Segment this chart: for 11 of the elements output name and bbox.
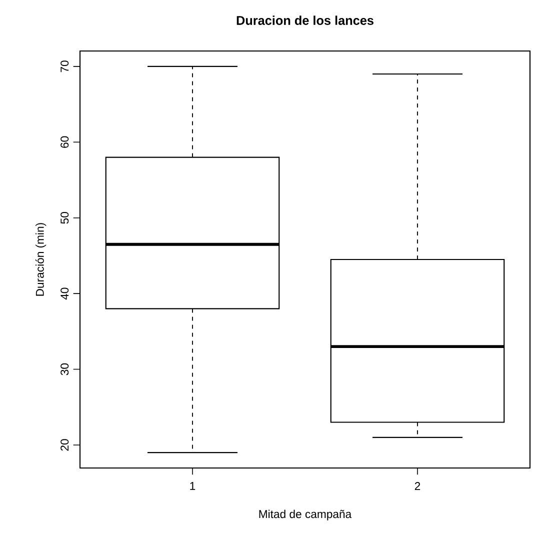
y-tick-label: 50: [60, 212, 69, 224]
x-axis-title: Mitad de campaña: [259, 510, 352, 520]
y-tick-label: 40: [60, 288, 69, 300]
y-tick-label: 20: [60, 439, 69, 451]
chart-title: Duracion de los lances: [236, 16, 374, 25]
y-tick-label: 70: [60, 60, 69, 72]
y-axis-title: Duración (min): [35, 223, 46, 296]
y-tick-label: 30: [60, 363, 69, 376]
x-tick-label: 2: [414, 482, 420, 490]
x-tick-label: 1: [190, 482, 196, 490]
y-tick-label: 60: [60, 136, 69, 148]
